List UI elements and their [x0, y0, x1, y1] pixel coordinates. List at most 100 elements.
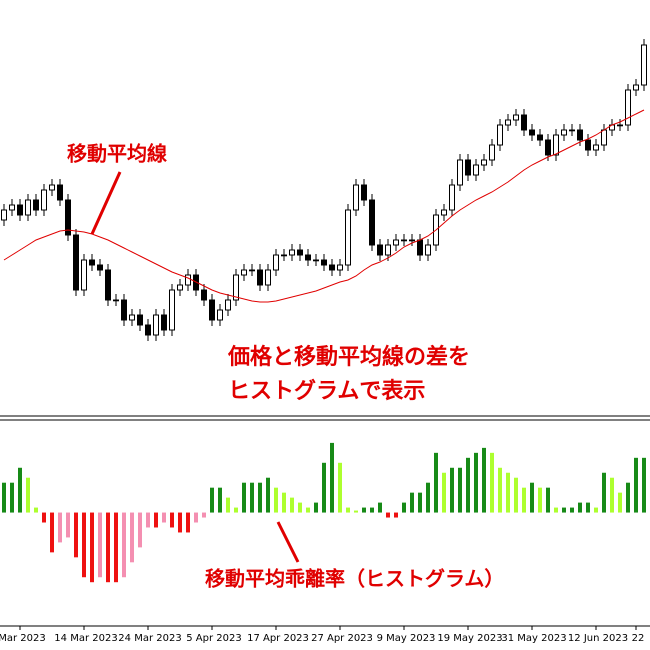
histogram-bar	[194, 512, 198, 523]
candle-body	[41, 189, 47, 211]
candle-body	[65, 199, 71, 236]
histogram-bar	[466, 457, 470, 513]
candle-body	[593, 144, 599, 151]
candle-body	[97, 264, 103, 271]
histogram-bar	[114, 512, 118, 583]
histogram-bar	[370, 507, 374, 513]
candle-body	[473, 164, 479, 176]
candle-body	[641, 44, 647, 86]
histogram-bar	[66, 512, 70, 538]
histogram-bar	[506, 472, 510, 513]
candle-body	[345, 209, 351, 266]
candle-body	[633, 84, 639, 91]
x-tick-label: 5 Apr 2023	[186, 633, 241, 644]
candle-body	[217, 309, 223, 321]
histogram-bar	[314, 502, 318, 513]
moving-average-line	[3, 109, 645, 303]
histogram-bar	[522, 487, 526, 513]
histogram-bar	[218, 487, 222, 513]
histogram-bar	[610, 477, 614, 513]
candle-body	[561, 129, 567, 136]
histogram-bar	[234, 507, 238, 513]
candle-body	[233, 274, 239, 301]
histogram-bar	[226, 497, 230, 513]
candle-body	[377, 244, 383, 256]
histogram-bar	[586, 502, 590, 513]
histogram-bar	[498, 467, 502, 513]
histogram-bar	[178, 512, 182, 533]
candle-body	[537, 134, 543, 141]
candle-body	[257, 269, 263, 286]
candle-body	[209, 299, 215, 321]
candle-body	[329, 264, 335, 271]
candle-body	[505, 119, 511, 126]
candle-body	[577, 129, 583, 141]
candle-body	[465, 159, 471, 176]
histogram-bar	[386, 512, 390, 518]
histogram-bar	[578, 502, 582, 513]
x-tick-label: 17 Apr 2023	[247, 633, 309, 644]
annotation: 移動平均線	[67, 142, 167, 166]
histogram-bar	[602, 472, 606, 513]
candle-body	[521, 114, 527, 131]
candle-body	[73, 234, 79, 291]
candle-body	[289, 249, 295, 256]
histogram-bar	[18, 467, 22, 513]
histogram-bar	[138, 512, 142, 548]
histogram-bar	[338, 462, 342, 513]
histogram-bar	[458, 467, 462, 513]
histogram-bar	[434, 452, 438, 513]
histogram-bar	[426, 482, 430, 513]
histogram-bar	[210, 487, 214, 513]
histogram-bar	[562, 507, 566, 513]
candle-body	[265, 269, 271, 286]
candle-body	[273, 254, 279, 271]
histogram-bar	[554, 507, 558, 513]
candle-body	[297, 249, 303, 256]
histogram-bar	[594, 507, 598, 513]
histogram-bar	[514, 477, 518, 513]
histogram-bar	[634, 457, 638, 513]
candle-body	[33, 199, 39, 211]
arrow	[276, 521, 300, 563]
arrow	[90, 171, 122, 235]
candle-body	[393, 239, 399, 246]
candle-body	[585, 139, 591, 151]
candle-body	[145, 324, 151, 336]
histogram-bar	[442, 472, 446, 513]
candle-body	[625, 89, 631, 126]
candle-body	[241, 269, 247, 276]
candle-body	[385, 244, 391, 256]
histogram-bar	[538, 487, 542, 513]
candle-body	[529, 129, 535, 136]
candle-body	[497, 124, 503, 146]
histogram-bar	[50, 512, 54, 553]
histogram-bar	[418, 492, 422, 513]
candle-body	[441, 209, 447, 216]
histogram-bar	[170, 512, 174, 528]
histogram-bar	[106, 512, 110, 583]
histogram-bar	[130, 512, 134, 563]
x-tick-label: Mar 2023	[0, 633, 46, 644]
candle-body	[601, 129, 607, 146]
histogram-bar	[10, 482, 14, 513]
histogram-bar	[98, 512, 102, 578]
histogram-bar	[394, 512, 398, 518]
candle-body	[25, 199, 31, 216]
candle-body	[417, 239, 423, 256]
plot: Mar 2023 14 Mar 2023 24 Mar 2023 5 Apr 2023…	[0, 39, 647, 644]
candle-body	[369, 199, 375, 246]
histogram-bar	[42, 512, 46, 523]
candle-body	[1, 209, 7, 221]
histogram-bar	[34, 507, 38, 513]
candle-body	[425, 244, 431, 256]
histogram-bar	[306, 507, 310, 513]
histogram-bar	[330, 442, 334, 513]
candle-body	[89, 259, 95, 266]
histogram-bar	[290, 497, 294, 513]
candle-body	[121, 299, 127, 321]
candle-body	[137, 314, 143, 326]
x-tick-label: 19 May 2023	[437, 633, 502, 644]
histogram-bar	[346, 507, 350, 513]
